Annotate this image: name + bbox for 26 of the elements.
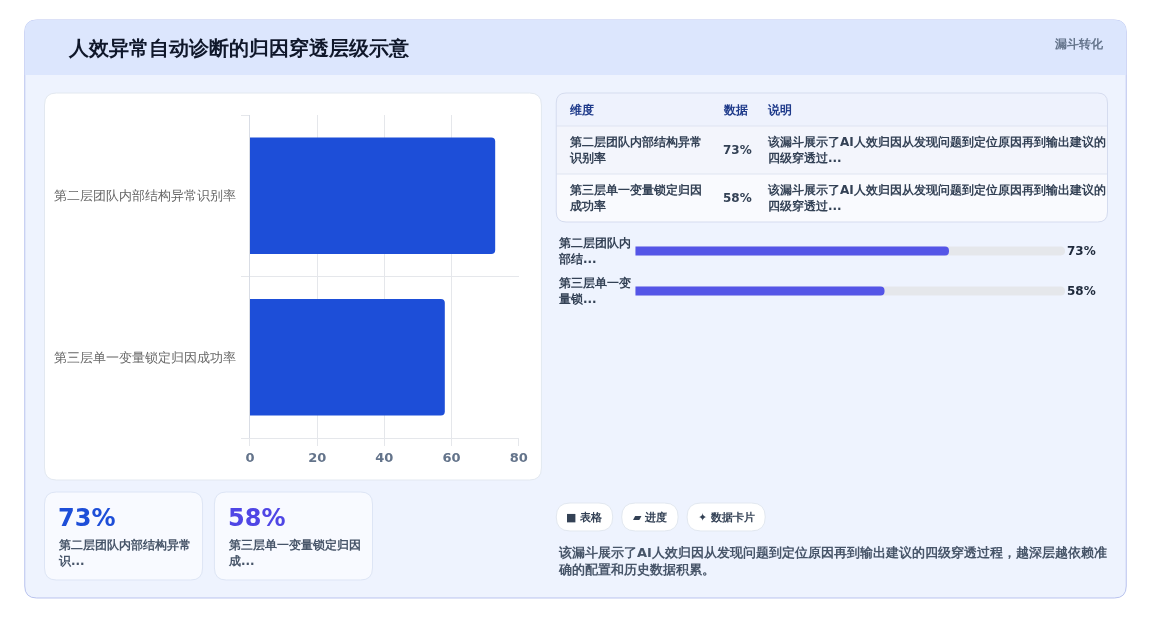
text: 58% [723,191,752,205]
data-label: 73% [1067,244,1096,258]
text: 该漏斗展示了AI人效归因从发现问题到定位原因再到输出建议的四级穿透过... [767,183,1106,213]
text: 漏斗转化 [1054,37,1104,51]
y-tick-label: 第三层单一变量锁... [558,276,631,306]
category-label: 维度 [569,103,594,117]
text: 58% [228,504,286,532]
text: 人效异常自动诊断的归因穿透层级示意 [68,36,410,60]
x-tick-label: 60 [442,449,461,465]
category-label: 数据 [723,103,748,117]
text: ▰ 进度 [633,511,668,524]
data-label: 58% [1067,284,1096,298]
x-tick-label: 0 [245,449,255,465]
text: 第三层单一变量锁定归因成... [228,538,361,568]
text: 该漏斗展示了AI人效归因从发现问题到定位原因再到输出建议的四级穿透过程，越深层越依赖准确的配置和历史数据积累。 [558,545,1107,577]
x-tick-label: 20 [308,449,327,465]
y-tick-label: 第二层团队内部结... [558,236,631,266]
category-label: 说明 [767,103,792,117]
text: 73% [58,504,116,532]
text: 第二层团队内部结构异常识... [58,538,191,568]
x-tick-label: 40 [375,449,394,465]
text: 73% [723,143,752,157]
text: ■ 表格 [566,511,604,524]
text: 该漏斗展示了AI人效归因从发现问题到定位原因再到输出建议的四级穿透过... [767,135,1106,165]
text: ✦ 数据卡片 [698,511,756,524]
x-tick-label: 80 [509,449,528,465]
